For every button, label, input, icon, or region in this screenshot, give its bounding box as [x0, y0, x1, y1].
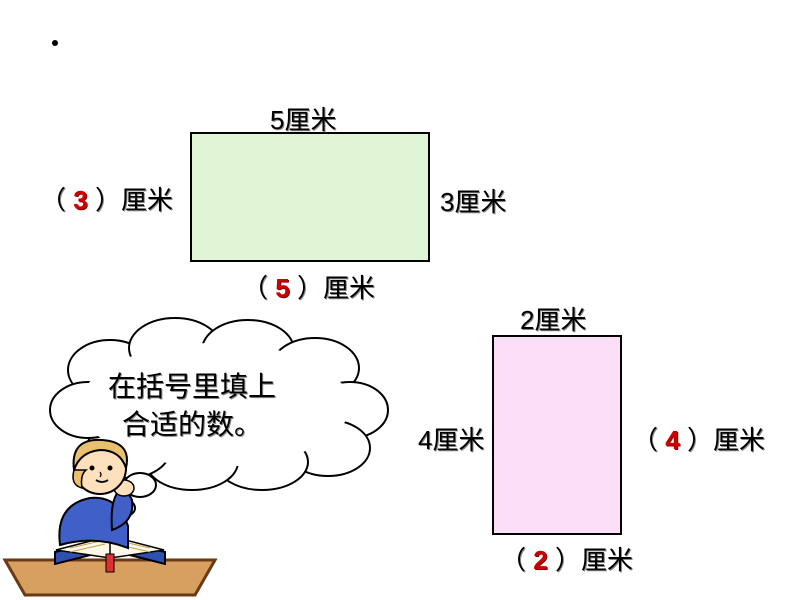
child-reading-icon [0, 430, 220, 600]
rect2-bottom-prefix: （ [500, 545, 526, 575]
rect2-left-label: 4厘米 [418, 420, 484, 457]
rect1-left-prefix: （ [40, 185, 66, 215]
rectangle-green [190, 132, 430, 262]
rect2-right-suffix: ）厘米 [687, 425, 765, 455]
bubble-line1: 在括号里填上 [108, 368, 276, 406]
rect1-left-suffix: ）厘米 [95, 185, 173, 215]
rect2-bottom-suffix: ）厘米 [555, 545, 633, 575]
rectangle-pink [492, 335, 622, 535]
bullet-dot [52, 40, 58, 46]
rect1-bottom-label: （ 5 ）厘米 [242, 268, 375, 305]
rect1-bottom-prefix: （ [242, 273, 268, 303]
rect1-bottom-suffix: ）厘米 [297, 273, 375, 303]
rect2-right-fill: 4 [665, 425, 679, 455]
rect2-bottom-fill: 2 [533, 545, 547, 575]
rect1-top-label: 5厘米 [270, 100, 336, 137]
rect2-bottom-label: （ 2 ）厘米 [500, 540, 633, 577]
rect1-right-label: 3厘米 [440, 182, 506, 219]
rect2-top-label: 2厘米 [520, 300, 586, 337]
rect1-bottom-fill: 5 [275, 273, 289, 303]
rect2-right-prefix: （ [632, 425, 658, 455]
rect2-right-label: （ 4 ）厘米 [632, 420, 765, 457]
rect1-left-label: （ 3 ）厘米 [40, 180, 173, 217]
rect1-left-fill: 3 [73, 185, 87, 215]
